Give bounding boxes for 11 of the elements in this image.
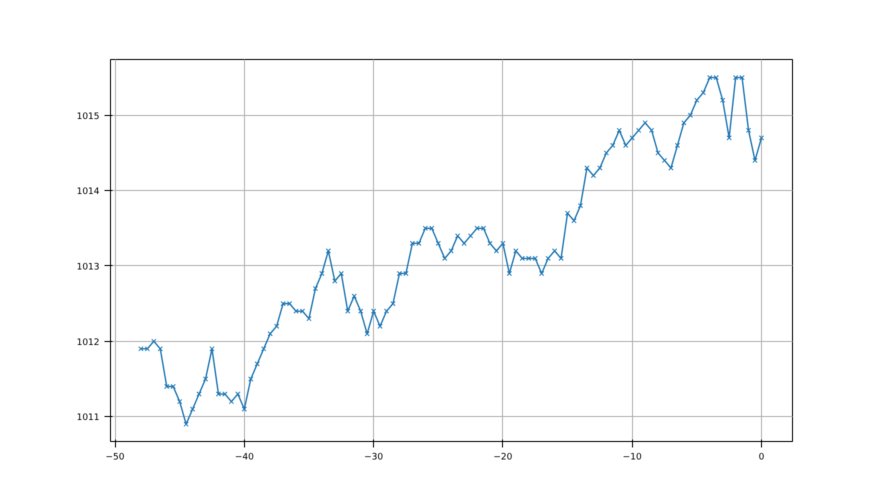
x-tick-label: −20 [493, 452, 513, 462]
x-tick-label: −50 [106, 452, 125, 462]
y-tick-label: 1011 [76, 413, 100, 424]
y-tick-label: 1013 [76, 262, 100, 272]
y-tick-label: 1014 [76, 187, 100, 198]
x-tick-label: −30 [364, 452, 384, 462]
x-tick-label: −10 [622, 452, 642, 462]
y-tick-label: 1015 [76, 112, 100, 122]
x-tick-label: −40 [234, 452, 254, 462]
y-tick-label: 1012 [76, 338, 100, 348]
x-tick-label: 0 [758, 452, 765, 462]
